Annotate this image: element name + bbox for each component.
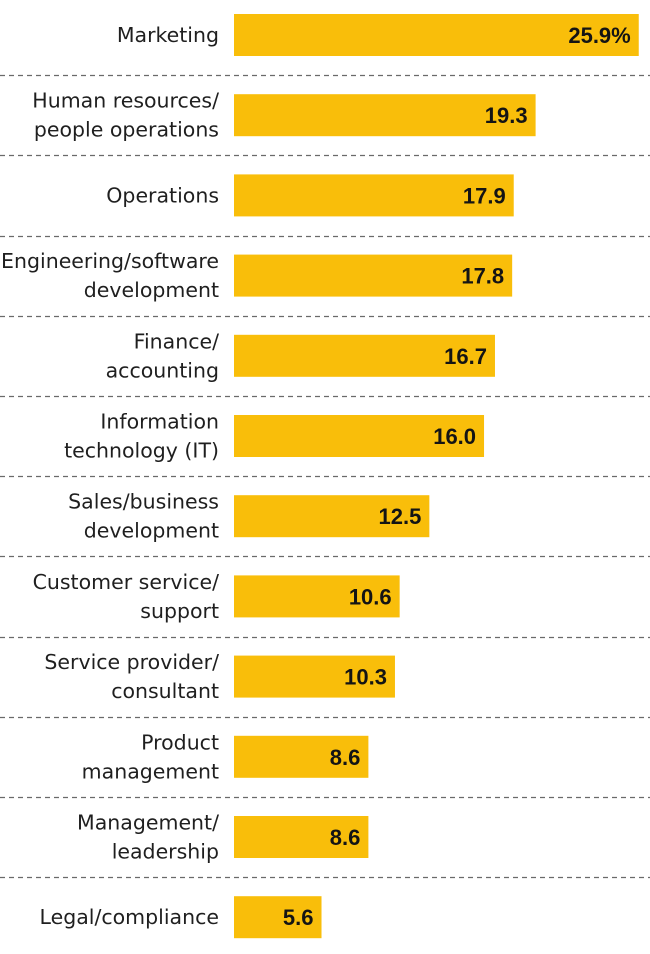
category-label-8: Service provider/consultant (44, 650, 219, 703)
bar-4 (234, 334, 495, 377)
value-label-2: 17.9 (463, 183, 506, 208)
value-label-11: 5.6 (283, 905, 314, 930)
value-label-1: 19.3 (485, 103, 528, 128)
value-label-6: 12.5 (379, 504, 422, 529)
bar-10 (234, 816, 369, 858)
value-label-0: 25.9% (568, 23, 630, 48)
category-label-10: Management/leadership (77, 811, 219, 864)
bar-7 (234, 575, 400, 618)
value-label-9: 8.6 (330, 745, 361, 770)
category-label-5: Information technology (IT) (64, 410, 219, 463)
value-label-8: 10.3 (344, 665, 387, 690)
bar-0 (234, 14, 639, 56)
bar-11 (234, 896, 322, 939)
bar-1 (234, 94, 536, 137)
value-label-3: 17.8 (461, 264, 504, 289)
category-label-6: Sales/business development (68, 490, 219, 543)
value-label-7: 10.6 (349, 584, 392, 609)
category-label-3: Engineering/software development (1, 249, 219, 302)
category-label-11: Legal/compliance (40, 905, 219, 929)
value-label-4: 16.7 (444, 344, 487, 369)
category-label-1: Human resources/people operations (32, 89, 219, 142)
value-label-5: 16.0 (433, 424, 476, 449)
bar-6 (234, 495, 430, 538)
category-label-7: Customer service/support (33, 570, 220, 623)
category-label-2: Operations (106, 183, 219, 207)
bar-2 (234, 174, 514, 217)
bar-8 (234, 655, 395, 698)
bar-9 (234, 735, 369, 778)
value-label-10: 8.6 (330, 825, 361, 850)
category-label-9: Product management (82, 730, 219, 783)
category-label-0: Marketing (117, 23, 219, 47)
category-label-4: Finance/accounting (106, 329, 219, 382)
bar-5 (234, 415, 485, 457)
bar-3 (234, 254, 513, 297)
